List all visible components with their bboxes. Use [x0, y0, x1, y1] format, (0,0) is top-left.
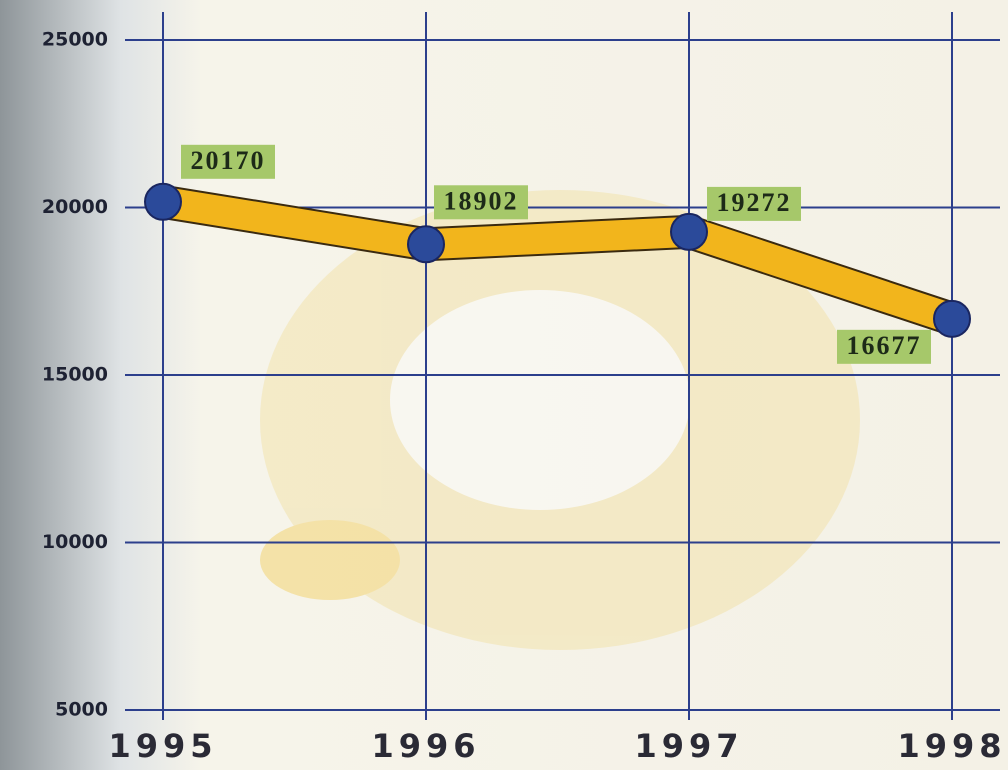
value-label-bg — [837, 329, 931, 364]
x-tick-label: 1995 — [108, 727, 217, 765]
line — [160, 186, 957, 334]
value-label: 19272 — [717, 188, 792, 217]
x-tick-label: 1997 — [634, 727, 743, 765]
y-tick-label: 15000 — [42, 364, 108, 386]
background-illustration — [260, 190, 860, 650]
y-tick-label: 25000 — [42, 29, 108, 51]
marker — [670, 212, 708, 251]
value-label-bg — [434, 185, 528, 220]
value-label-bg — [707, 186, 801, 221]
value-label: 16677 — [847, 331, 922, 360]
y-tick-label: 20000 — [42, 196, 108, 218]
value-label: 18902 — [444, 186, 519, 215]
marker — [407, 225, 445, 264]
marker — [144, 182, 182, 221]
x-tick-label: 1996 — [371, 727, 480, 765]
y-tick-label: 10000 — [42, 531, 108, 553]
value-label-bg — [181, 144, 275, 179]
x-tick-label: 1998 — [897, 727, 1006, 765]
value-label: 20170 — [191, 146, 266, 175]
y-tick-label: 5000 — [55, 699, 108, 721]
marker — [933, 299, 971, 338]
